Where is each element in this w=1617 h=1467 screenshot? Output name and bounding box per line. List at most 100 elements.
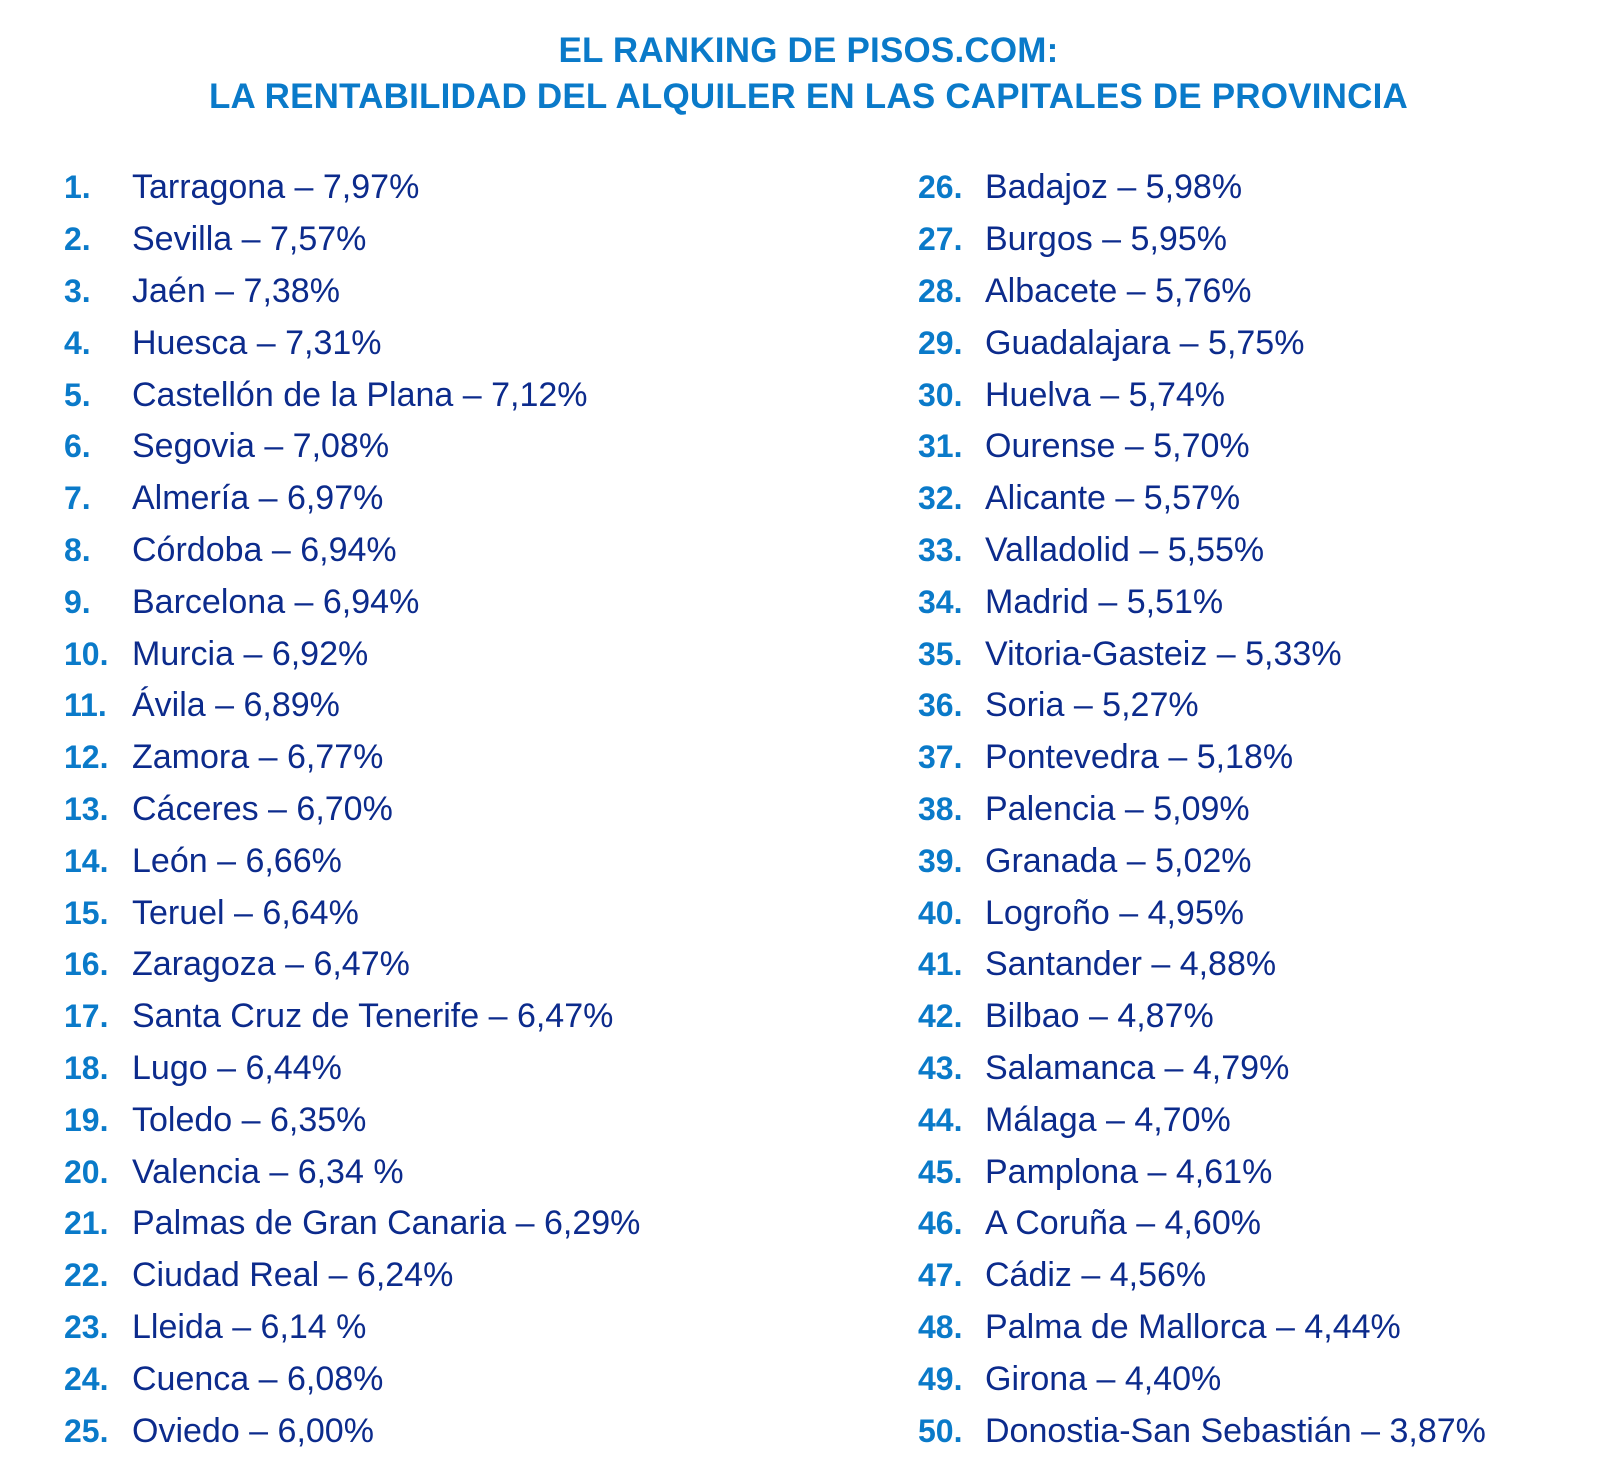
list-item: 3. Jaén – 7,38%	[64, 266, 864, 318]
rank-number: 17.	[64, 998, 109, 1035]
rank-number: 22.	[64, 1257, 109, 1294]
rank-number: 46.	[918, 1205, 963, 1242]
rank-number: 44.	[918, 1101, 963, 1138]
list-item: 26. Badajoz – 5,98%	[918, 162, 1608, 214]
city-yield: Almería – 6,97%	[132, 479, 384, 518]
city-yield: Girona – 4,40%	[985, 1359, 1222, 1398]
city-yield: Madrid – 5,51%	[985, 582, 1224, 621]
rank-number: 29.	[918, 324, 963, 361]
ranking-column-right: 26. Badajoz – 5,98% 27. Burgos – 5,95% 28. Al…	[918, 162, 1608, 1457]
city-yield: Tarragona – 7,97%	[132, 168, 420, 207]
city-yield: Alicante – 5,57%	[985, 479, 1241, 518]
list-item: 48. Palma de Mallorca – 4,44%	[918, 1302, 1608, 1354]
city-yield: A Coruña – 4,60%	[985, 1204, 1261, 1243]
rank-number: 41.	[918, 946, 963, 983]
city-yield: Salamanca – 4,79%	[985, 1048, 1290, 1087]
list-item: 15. Teruel – 6,64%	[64, 887, 864, 939]
rank-number: 26.	[918, 169, 963, 206]
city-yield: Guadalajara – 5,75%	[985, 323, 1305, 362]
city-yield: Palencia – 5,09%	[985, 789, 1250, 828]
list-item: 49. Girona – 4,40%	[918, 1353, 1608, 1405]
ranking-column-left: 1. Tarragona – 7,97% 2. Sevilla – 7,57% 3. Ja…	[64, 162, 864, 1457]
rank-number: 31.	[918, 428, 963, 465]
rank-number: 32.	[918, 480, 963, 517]
list-item: 17. Santa Cruz de Tenerife – 6,47%	[64, 991, 864, 1043]
rank-number: 19.	[64, 1101, 109, 1138]
city-yield: Burgos – 5,95%	[985, 220, 1227, 259]
city-yield: Barcelona – 6,94%	[132, 582, 420, 621]
list-item: 11. Ávila – 6,89%	[64, 680, 864, 732]
rank-number: 30.	[918, 376, 963, 413]
rank-number: 24.	[64, 1360, 109, 1397]
city-yield: Vitoria-Gasteiz – 5,33%	[985, 634, 1342, 673]
city-yield: Valladolid – 5,55%	[985, 530, 1265, 569]
list-item: 2. Sevilla – 7,57%	[64, 214, 864, 266]
rank-number: 36.	[918, 687, 963, 724]
list-item: 34. Madrid – 5,51%	[918, 576, 1608, 628]
title-line-1: EL RANKING DE PISOS.COM:	[558, 31, 1059, 70]
rank-number: 4.	[64, 324, 91, 361]
city-yield: Palma de Mallorca – 4,44%	[985, 1307, 1401, 1346]
list-item: 10. Murcia – 6,92%	[64, 628, 864, 680]
list-item: 43. Salamanca – 4,79%	[918, 1043, 1608, 1095]
rank-number: 50.	[918, 1412, 963, 1449]
city-yield: Cuenca – 6,08%	[132, 1359, 384, 1398]
list-item: 29. Guadalajara – 5,75%	[918, 317, 1608, 369]
rank-number: 49.	[918, 1360, 963, 1397]
city-yield: Albacete – 5,76%	[985, 271, 1252, 310]
rank-number: 40.	[918, 894, 963, 931]
page-title: EL RANKING DE PISOS.COM: LA RENTABILIDAD…	[0, 28, 1617, 120]
rank-number: 37.	[918, 739, 963, 776]
city-yield: Cáceres – 6,70%	[132, 789, 393, 828]
list-item: 14. León – 6,66%	[64, 835, 864, 887]
rank-number: 8.	[64, 531, 91, 568]
city-yield: Santa Cruz de Tenerife – 6,47%	[132, 997, 614, 1036]
city-yield: Jaén – 7,38%	[132, 271, 340, 310]
city-yield: Santander – 4,88%	[985, 945, 1277, 984]
rank-number: 33.	[918, 531, 963, 568]
city-yield: Málaga – 4,70%	[985, 1100, 1231, 1139]
rank-number: 9.	[64, 583, 91, 620]
rank-number: 16.	[64, 946, 109, 983]
list-item: 44. Málaga – 4,70%	[918, 1094, 1608, 1146]
city-yield: Zamora – 6,77%	[132, 738, 384, 777]
rank-number: 42.	[918, 998, 963, 1035]
rank-number: 20.	[64, 1153, 109, 1190]
title-line-2: LA RENTABILIDAD DEL ALQUILER EN LAS CAPI…	[208, 77, 1409, 116]
rank-number: 34.	[918, 583, 963, 620]
list-item: 8. Córdoba – 6,94%	[64, 525, 864, 577]
rank-number: 43.	[918, 1049, 963, 1086]
rank-number: 5.	[64, 376, 91, 413]
list-item: 18. Lugo – 6,44%	[64, 1043, 864, 1095]
rank-number: 12.	[64, 739, 109, 776]
list-item: 32. Alicante – 5,57%	[918, 473, 1608, 525]
list-item: 50. Donostia-San Sebastián – 3,87%	[918, 1405, 1608, 1457]
rank-number: 2.	[64, 221, 91, 258]
list-item: 39. Granada – 5,02%	[918, 835, 1608, 887]
list-item: 33. Valladolid – 5,55%	[918, 525, 1608, 577]
city-yield: Donostia-San Sebastián – 3,87%	[985, 1411, 1486, 1450]
rank-number: 1.	[64, 169, 91, 206]
rank-number: 14.	[64, 842, 109, 879]
rank-number: 10.	[64, 635, 109, 672]
list-item: 1. Tarragona – 7,97%	[64, 162, 864, 214]
city-yield: Palmas de Gran Canaria – 6,29%	[132, 1204, 641, 1243]
list-item: 19. Toledo – 6,35%	[64, 1094, 864, 1146]
rank-number: 11.	[64, 687, 107, 724]
list-item: 47. Cádiz – 4,56%	[918, 1250, 1608, 1302]
list-item: 31. Ourense – 5,70%	[918, 421, 1608, 473]
list-item: 38. Palencia – 5,09%	[918, 784, 1608, 836]
rank-number: 39.	[918, 842, 963, 879]
city-yield: Cádiz – 4,56%	[985, 1256, 1207, 1295]
list-item: 41. Santander – 4,88%	[918, 939, 1608, 991]
list-item: 25. Oviedo – 6,00%	[64, 1405, 864, 1457]
rank-number: 47.	[918, 1257, 963, 1294]
rank-number: 6.	[64, 428, 91, 465]
list-item: 7. Almería – 6,97%	[64, 473, 864, 525]
list-item: 21. Palmas de Gran Canaria – 6,29%	[64, 1198, 864, 1250]
rank-number: 35.	[918, 635, 963, 672]
list-item: 35. Vitoria-Gasteiz – 5,33%	[918, 628, 1608, 680]
list-item: 9. Barcelona – 6,94%	[64, 576, 864, 628]
rank-number: 23.	[64, 1308, 109, 1345]
rank-number: 25.	[64, 1412, 109, 1449]
